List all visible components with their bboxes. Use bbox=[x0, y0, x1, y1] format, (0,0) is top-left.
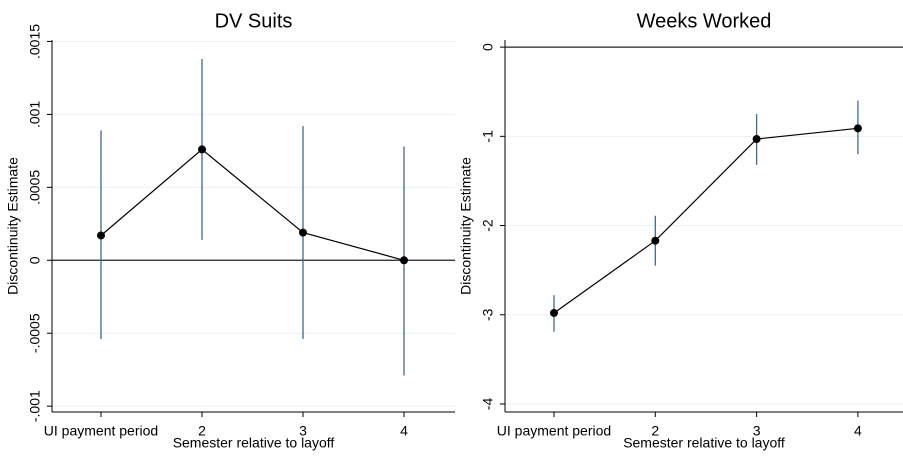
x-tick-label: 2 bbox=[651, 423, 659, 439]
point bbox=[752, 135, 761, 144]
x-tick-label: 3 bbox=[753, 423, 761, 439]
point bbox=[198, 145, 206, 154]
series-line bbox=[553, 127, 858, 314]
series-line bbox=[100, 148, 405, 261]
x-tick-label: 3 bbox=[299, 423, 307, 439]
y-tick-label: -4 bbox=[480, 398, 496, 411]
y-axis-label: Discontinuity Estimate bbox=[5, 157, 21, 295]
x-tick-label: 4 bbox=[400, 423, 408, 439]
point bbox=[299, 228, 307, 237]
y-tick-label: -.0005 bbox=[27, 313, 43, 353]
x-tick-label: 2 bbox=[198, 423, 206, 439]
y-tick-label: 0 bbox=[480, 43, 496, 51]
x-axis-label: Semester relative to layoff bbox=[623, 435, 785, 451]
point bbox=[550, 308, 558, 317]
y-axis-label: Discontinuity Estimate bbox=[458, 157, 474, 295]
point bbox=[400, 256, 408, 265]
chart-title: Weeks Worked bbox=[637, 10, 772, 32]
y-tick-label: .0005 bbox=[27, 170, 43, 205]
point bbox=[97, 231, 105, 240]
point bbox=[853, 124, 862, 133]
chart-title: DV Suits bbox=[215, 10, 293, 32]
x-tick-label: 4 bbox=[854, 423, 862, 439]
y-tick-label: -3 bbox=[480, 308, 496, 321]
x-tick-label: UI payment period bbox=[44, 423, 158, 439]
x-axis-label: Semester relative to layoff bbox=[173, 435, 335, 451]
y-tick-label: .0015 bbox=[27, 24, 43, 59]
y-tick-label: -.001 bbox=[27, 390, 43, 422]
point bbox=[651, 236, 660, 245]
y-tick-label: -1 bbox=[480, 130, 496, 143]
y-tick-label: 0 bbox=[27, 256, 43, 264]
y-tick-label: .001 bbox=[27, 101, 43, 128]
y-tick-label: -2 bbox=[480, 219, 496, 232]
x-tick-label: UI payment period bbox=[497, 423, 611, 439]
